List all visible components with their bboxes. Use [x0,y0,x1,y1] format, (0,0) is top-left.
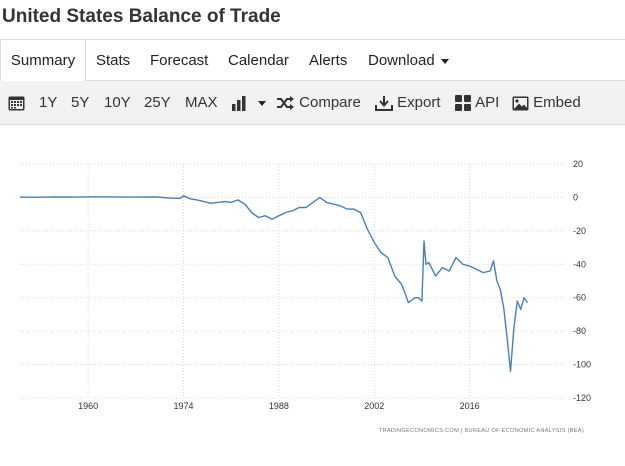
api-button[interactable]: API [455,81,499,125]
tab-bar: Summary Stats Forecast Calendar Alerts D… [0,39,625,82]
tab-stats[interactable]: Stats [96,52,131,69]
y-tick-label: -40 [573,259,586,269]
y-tick-label: -60 [573,293,586,303]
chart-toolbar: 1Y 5Y 10Y 25Y MAX Compare Export [0,81,625,125]
range-5y-button[interactable]: 5Y [71,94,90,111]
calendar-button[interactable] [8,81,25,125]
range-25y-button[interactable]: 25Y [144,94,171,111]
page-title: United States Balance of Trade [2,6,281,27]
range-1y-button[interactable]: 1Y [39,94,58,111]
calendar-icon [8,96,25,111]
series-line [19,195,529,373]
compare-button[interactable]: Compare [276,81,361,125]
range-10y-button[interactable]: 10Y [104,94,131,111]
export-label: Export [397,94,441,112]
chart-type-button[interactable] [232,81,267,125]
shuffle-icon [277,96,294,111]
grid-icon [455,95,471,112]
chart-container: 1960 1974 1988 2002 2016 20 0 -20 -40 -60 -80 -100… [0,125,625,461]
series-layer [19,195,529,373]
grid [20,163,565,399]
api-label: API [475,94,500,112]
y-tick-label: -20 [573,226,586,236]
range-max-button[interactable]: MAX [185,94,218,111]
tab-download-label: Download [368,52,435,69]
image-icon [512,96,529,111]
y-tick-label: 20 [573,159,583,169]
tab-calendar[interactable]: Calendar [228,52,289,69]
x-tick-label: 1960 [78,401,98,411]
y-tick-label: -120 [573,393,591,403]
chevron-down-icon [440,58,449,64]
compare-label: Compare [299,94,361,112]
x-tick-label: 2002 [364,401,384,411]
y-tick-label: -100 [573,360,591,370]
download-icon [375,96,393,112]
embed-label: Embed [533,94,581,112]
x-tick-label: 1988 [269,401,289,411]
y-tick-label: -80 [573,326,586,336]
y-axis: 20 0 -20 -40 -60 -80 -100 -120 [573,159,591,403]
bar-chart-icon [232,95,246,111]
balance-of-trade-chart: 1960 1974 1988 2002 2016 20 0 -20 -40 -60 -80 -100… [19,159,591,434]
chart-credit: TRADINGECONOMICS.COM | BUREAU OF ECONOMI… [379,428,584,434]
tab-alerts[interactable]: Alerts [309,52,348,69]
chevron-down-icon [258,100,267,106]
tab-summary[interactable]: Summary [0,40,86,82]
embed-button[interactable]: Embed [512,81,581,125]
x-tick-label: 1974 [173,401,193,411]
x-tick-label: 2016 [460,401,480,411]
x-axis: 1960 1974 1988 2002 2016 [78,401,480,411]
y-tick-label: 0 [573,192,578,202]
export-button[interactable]: Export [375,81,441,125]
tab-download[interactable]: Download [368,40,449,81]
tab-forecast[interactable]: Forecast [150,52,209,69]
